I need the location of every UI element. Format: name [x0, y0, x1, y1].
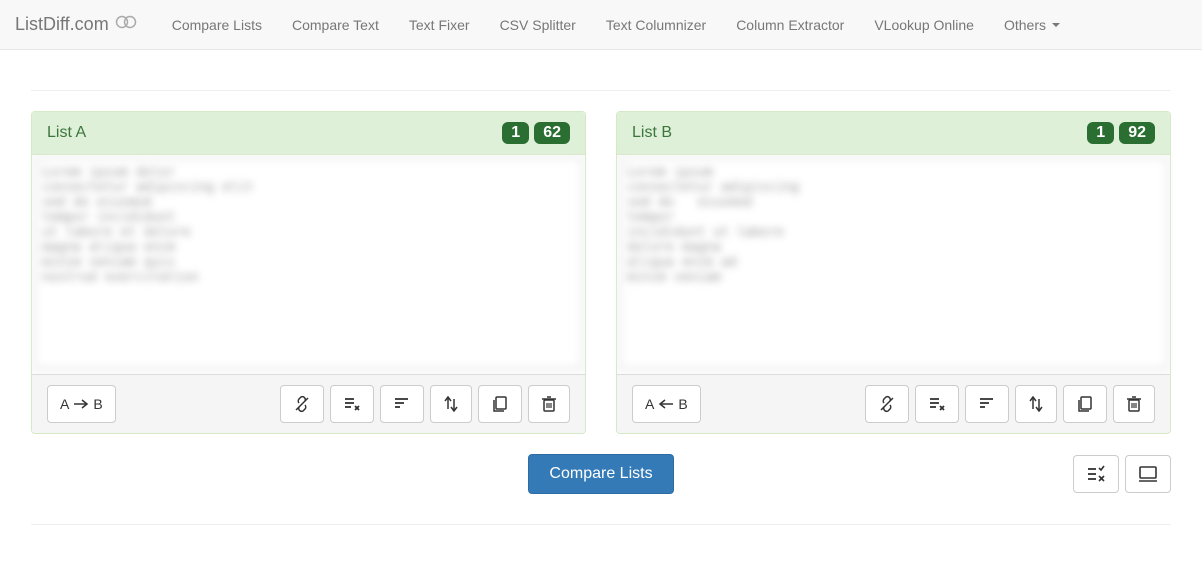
brand-text: ListDiff.com: [15, 14, 109, 35]
unlink-icon: [293, 395, 311, 413]
sort-icon: [393, 395, 411, 413]
dedupe-icon: [343, 395, 361, 413]
trash-icon: [1126, 395, 1142, 413]
panel-a-footer: A B: [32, 374, 585, 433]
arrow-right-icon: [73, 399, 89, 409]
panel-a-tools: [280, 385, 570, 423]
panel-b-footer: A B: [617, 374, 1170, 433]
panel-b-badge-cols: 1: [1087, 122, 1114, 144]
unlink-button-b[interactable]: [865, 385, 909, 423]
options-button[interactable]: [1073, 455, 1119, 493]
panel-a-heading: List A 1 62: [32, 112, 585, 155]
swap-button-b[interactable]: [1015, 385, 1057, 423]
navbar: ListDiff.com Compare Lists Compare Text …: [0, 0, 1202, 50]
panel-a-badge-rows: 62: [534, 122, 570, 144]
arrow-left-icon: [658, 399, 674, 409]
move-b-to-a-button[interactable]: A B: [632, 385, 701, 423]
sort-icon: [978, 395, 996, 413]
nav-others[interactable]: Others: [989, 2, 1075, 48]
sort-button-b[interactable]: [965, 385, 1009, 423]
trash-button-a[interactable]: [528, 385, 570, 423]
panels-row: List A 1 62 A B: [31, 90, 1171, 434]
panel-a-body: [32, 155, 585, 374]
panel-b-body: [617, 155, 1170, 374]
nav-compare-text[interactable]: Compare Text: [277, 2, 394, 48]
actions-row: Compare Lists: [31, 454, 1171, 494]
nav-vlookup[interactable]: VLookup Online: [859, 2, 989, 48]
panel-a-badge-cols: 1: [502, 122, 529, 144]
list-a-textarea[interactable]: [35, 158, 582, 368]
dedupe-button-a[interactable]: [330, 385, 374, 423]
panel-list-b: List B 1 92 A B: [616, 111, 1171, 434]
nav-text-columnizer[interactable]: Text Columnizer: [591, 2, 721, 48]
trash-icon: [541, 395, 557, 413]
copy-icon: [1076, 395, 1094, 413]
panel-a-badges: 1 62: [502, 122, 570, 144]
panel-a-title: List A: [47, 124, 86, 142]
copy-button-a[interactable]: [478, 385, 522, 423]
unlink-button-a[interactable]: [280, 385, 324, 423]
nav-others-label: Others: [1004, 17, 1046, 33]
swap-icon: [1028, 395, 1044, 413]
nav-column-extractor[interactable]: Column Extractor: [721, 2, 859, 48]
unlink-icon: [878, 395, 896, 413]
move-a-to-b-button[interactable]: A B: [47, 385, 116, 423]
swap-icon: [443, 395, 459, 413]
checklist-icon: [1086, 465, 1106, 483]
dedupe-button-b[interactable]: [915, 385, 959, 423]
move-b-to-a-label: A B: [645, 396, 688, 412]
copy-icon: [491, 395, 509, 413]
list-b-textarea[interactable]: [620, 158, 1167, 368]
main-container: List A 1 62 A B: [16, 90, 1186, 525]
panel-b-tools: [865, 385, 1155, 423]
trash-button-b[interactable]: [1113, 385, 1155, 423]
panel-b-badge-rows: 92: [1119, 122, 1155, 144]
copy-button-b[interactable]: [1063, 385, 1107, 423]
sort-button-a[interactable]: [380, 385, 424, 423]
brand[interactable]: ListDiff.com: [15, 14, 137, 35]
divider: [31, 524, 1171, 525]
rings-icon: [115, 14, 137, 35]
dedupe-icon: [928, 395, 946, 413]
panel-b-title: List B: [632, 124, 672, 142]
move-a-to-b-label: A B: [60, 396, 103, 412]
nav-links: Compare Lists Compare Text Text Fixer CS…: [157, 2, 1075, 48]
panel-b-heading: List B 1 92: [617, 112, 1170, 155]
nav-compare-lists[interactable]: Compare Lists: [157, 2, 277, 48]
swap-button-a[interactable]: [430, 385, 472, 423]
layout-button[interactable]: [1125, 455, 1171, 493]
nav-csv-splitter[interactable]: CSV Splitter: [485, 2, 591, 48]
panel-list-a: List A 1 62 A B: [31, 111, 586, 434]
panel-b-badges: 1 92: [1087, 122, 1155, 144]
compare-lists-button[interactable]: Compare Lists: [528, 454, 673, 494]
nav-text-fixer[interactable]: Text Fixer: [394, 2, 485, 48]
right-actions: [1073, 455, 1171, 493]
layout-icon: [1138, 466, 1158, 482]
chevron-down-icon: [1052, 23, 1060, 27]
